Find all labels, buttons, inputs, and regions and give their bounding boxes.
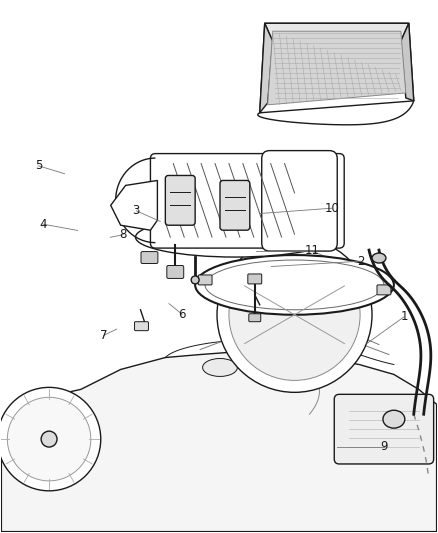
Ellipse shape (195, 255, 394, 315)
FancyBboxPatch shape (198, 275, 212, 285)
FancyBboxPatch shape (334, 394, 434, 464)
FancyBboxPatch shape (249, 314, 261, 322)
Polygon shape (265, 23, 409, 41)
Text: 5: 5 (35, 159, 42, 172)
Polygon shape (260, 23, 273, 113)
Circle shape (7, 397, 91, 481)
Ellipse shape (292, 359, 327, 376)
Circle shape (229, 249, 360, 381)
Polygon shape (268, 31, 406, 105)
FancyBboxPatch shape (220, 181, 250, 230)
Text: 3: 3 (133, 204, 140, 217)
Ellipse shape (252, 352, 287, 370)
Text: 6: 6 (178, 308, 186, 321)
Polygon shape (401, 23, 414, 101)
FancyBboxPatch shape (167, 265, 184, 278)
Ellipse shape (250, 336, 339, 364)
Polygon shape (111, 181, 157, 230)
Text: 10: 10 (325, 201, 339, 215)
Text: 11: 11 (305, 244, 320, 257)
FancyBboxPatch shape (165, 175, 195, 225)
FancyBboxPatch shape (150, 154, 344, 248)
Ellipse shape (383, 410, 405, 428)
FancyBboxPatch shape (377, 285, 391, 295)
Ellipse shape (135, 217, 334, 257)
Text: 4: 4 (39, 217, 46, 231)
FancyBboxPatch shape (134, 322, 148, 330)
FancyBboxPatch shape (141, 252, 158, 263)
FancyBboxPatch shape (248, 274, 262, 284)
Polygon shape (260, 23, 414, 113)
Text: 1: 1 (400, 310, 408, 324)
Ellipse shape (203, 359, 237, 376)
Polygon shape (1, 352, 437, 531)
Text: 7: 7 (100, 329, 107, 342)
Text: 8: 8 (120, 228, 127, 241)
Text: 9: 9 (381, 440, 388, 453)
Text: 2: 2 (357, 255, 364, 268)
Circle shape (217, 237, 372, 392)
Ellipse shape (372, 253, 386, 263)
Ellipse shape (205, 260, 384, 310)
Circle shape (191, 276, 199, 284)
Circle shape (0, 387, 101, 491)
Circle shape (41, 431, 57, 447)
FancyBboxPatch shape (262, 151, 337, 251)
